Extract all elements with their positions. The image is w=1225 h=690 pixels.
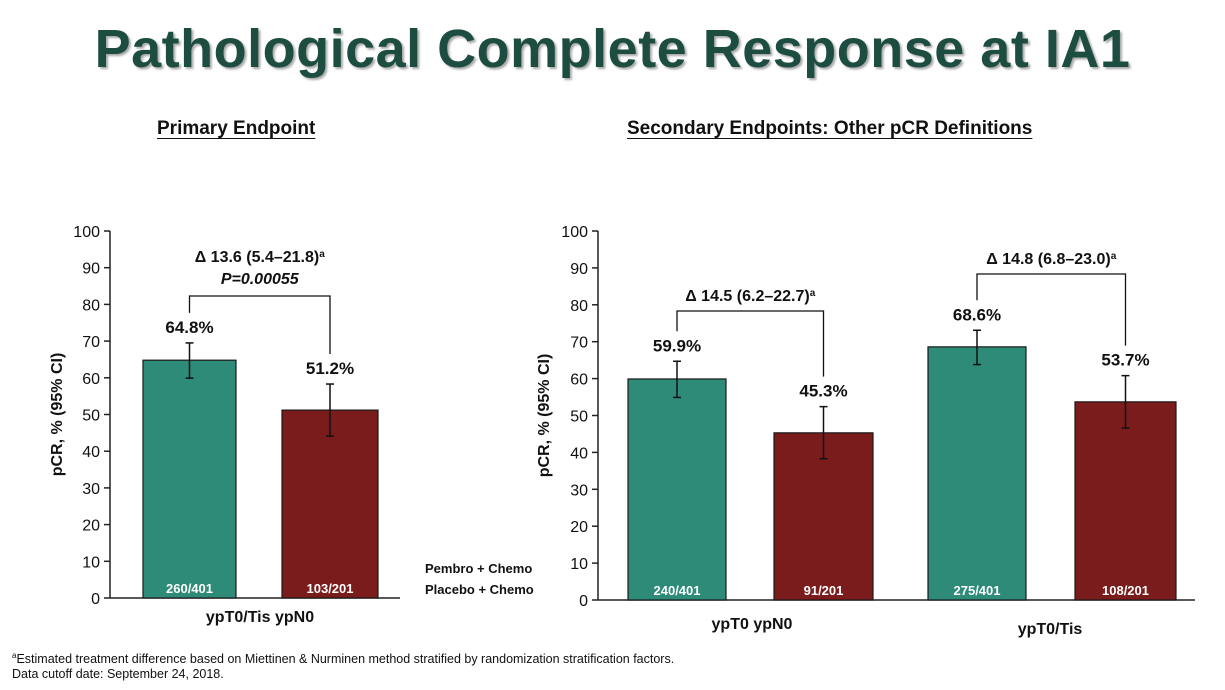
y-tick-label: 90	[82, 261, 100, 278]
y-tick-label: 40	[82, 444, 100, 461]
data-label: 59.9%	[653, 336, 701, 355]
bar-pembro	[142, 359, 237, 599]
y-tick-label: 90	[570, 261, 588, 278]
y-tick-label: 40	[570, 445, 588, 462]
bar-placebo	[281, 409, 379, 599]
bar-n-label: 108/201	[1102, 583, 1149, 598]
difference-bracket	[188, 295, 331, 355]
y-tick-label: 60	[570, 372, 588, 389]
difference-bracket	[976, 273, 1127, 346]
y-tick-label: 50	[570, 409, 588, 426]
x-category-label: ypT0/Tis ypN0	[206, 609, 314, 626]
y-tick-label: 70	[570, 335, 588, 352]
y-tick-label: 100	[561, 224, 588, 241]
bar-pembro	[627, 378, 727, 601]
data-label: 51.2%	[306, 359, 354, 378]
treatment-difference: Δ 13.6 (5.4–21.8)a	[195, 249, 325, 267]
page-title: Pathological Complete Response at IA1	[94, 19, 1131, 79]
secondary-endpoints-heading: Secondary Endpoints: Other pCR Definitio…	[627, 118, 1033, 139]
y-axis-label: pCR, % (95% CI)	[536, 354, 553, 478]
y-tick-label: 100	[73, 224, 100, 241]
data-label: 64.8%	[165, 318, 213, 337]
data-label: 45.3%	[799, 382, 847, 401]
footnote-marker: a	[810, 288, 816, 299]
data-label: 53.7%	[1101, 351, 1149, 370]
x-category-label: ypT0/Tis	[1018, 621, 1083, 638]
y-axis-label: pCR, % (95% CI)	[49, 353, 66, 477]
footnote-cutoff: Data cutoff date: September 24, 2018.	[12, 667, 224, 681]
y-tick-label: 10	[82, 554, 100, 571]
x-category-label: ypT0 ypN0	[712, 616, 793, 633]
p-value: P=0.00055	[221, 271, 300, 288]
y-tick-label: 80	[570, 298, 588, 315]
treatment-difference: Δ 14.8 (6.8–23.0)a	[986, 251, 1116, 269]
footnote-marker: a	[12, 651, 17, 660]
y-tick-label: 10	[570, 556, 588, 573]
y-tick-label: 60	[82, 371, 100, 388]
bar-pembro	[927, 346, 1027, 601]
y-tick-label: 0	[91, 591, 100, 608]
bar-placebo	[1074, 401, 1177, 601]
primary-endpoint-heading: Primary Endpoint	[157, 118, 316, 139]
bar-placebo	[773, 432, 874, 601]
y-tick-label: 30	[82, 481, 100, 498]
y-tick-label: 30	[570, 482, 588, 499]
y-tick-label: 80	[82, 297, 100, 314]
y-tick-label: 0	[579, 593, 588, 610]
bar-n-label: 91/201	[804, 583, 844, 598]
bar-n-label: 260/401	[166, 581, 213, 596]
data-label: 68.6%	[953, 305, 1001, 324]
bar-n-label: 240/401	[654, 583, 701, 598]
bar-n-label: 103/201	[307, 581, 354, 596]
difference-bracket	[676, 310, 825, 377]
footnote-method-text: Estimated treatment difference based on …	[16, 652, 675, 667]
treatment-difference: Δ 14.5 (6.2–22.7)a	[685, 288, 815, 306]
legend-entry: Placebo + Chemo	[425, 582, 534, 597]
y-tick-label: 20	[82, 518, 100, 535]
y-tick-label: 20	[570, 519, 588, 536]
footnote-marker: a	[1111, 251, 1117, 262]
footnote-marker: a	[319, 249, 325, 260]
legend-entry: Pembro + Chemo	[425, 561, 532, 576]
bar-n-label: 275/401	[954, 583, 1001, 598]
footnote-method: aEstimated treatment difference based on…	[12, 651, 674, 666]
y-tick-label: 50	[82, 408, 100, 425]
y-tick-label: 70	[82, 334, 100, 351]
